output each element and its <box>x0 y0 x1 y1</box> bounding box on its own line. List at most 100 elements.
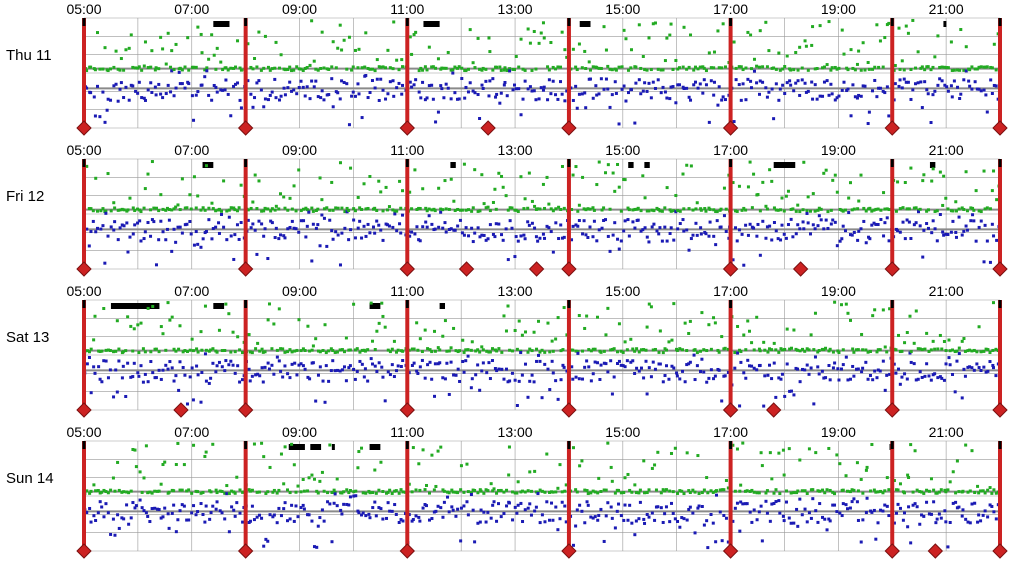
data-point-green <box>267 302 271 306</box>
data-point-green <box>554 490 558 494</box>
data-point-blue <box>238 511 242 515</box>
data-point-green <box>169 65 173 69</box>
data-point-blue <box>471 89 475 93</box>
data-point-green <box>532 29 536 33</box>
data-point-blue <box>190 94 194 98</box>
data-point-blue <box>279 369 283 373</box>
data-point-green <box>157 489 161 493</box>
marker-diamond <box>561 402 577 418</box>
data-point-blue <box>914 82 918 86</box>
data-point-green <box>548 350 552 354</box>
data-point-blue <box>954 500 958 504</box>
data-point-blue <box>768 363 772 367</box>
event-diamond <box>480 120 496 136</box>
data-point-green <box>620 65 624 69</box>
data-point-green <box>458 349 462 353</box>
data-point-green <box>445 349 449 353</box>
data-point-blue <box>118 87 122 91</box>
data-point-blue <box>105 108 109 112</box>
data-point-green <box>706 491 710 495</box>
data-point-blue <box>342 80 346 84</box>
data-point-blue <box>320 213 324 217</box>
data-point-green <box>848 181 852 185</box>
data-point-blue <box>804 90 808 94</box>
data-point-blue <box>456 507 460 511</box>
data-point-green <box>148 490 152 494</box>
data-point-green <box>249 65 253 69</box>
data-point-green <box>433 209 437 213</box>
data-point-blue <box>979 519 983 523</box>
data-point-green <box>680 489 684 493</box>
data-point-green <box>462 162 466 166</box>
data-point-blue <box>200 83 204 87</box>
data-point-green <box>358 350 362 354</box>
data-point-green <box>338 348 342 352</box>
data-point-blue <box>591 372 595 376</box>
data-point-green <box>391 208 395 212</box>
data-point-green <box>992 169 996 173</box>
data-point-green <box>499 68 503 72</box>
data-point-green <box>946 488 950 492</box>
data-point-blue <box>478 520 482 524</box>
data-point-green <box>425 209 429 213</box>
data-point-green <box>757 347 761 351</box>
data-point-green <box>479 489 483 493</box>
data-point-green <box>281 347 285 351</box>
data-point-green <box>260 441 264 445</box>
data-point-green <box>248 489 252 493</box>
data-point-blue <box>424 220 428 224</box>
data-point-green <box>277 307 281 311</box>
data-point-green <box>921 179 925 183</box>
data-point-blue <box>782 519 786 523</box>
data-point-blue <box>159 377 163 381</box>
data-point-green <box>325 206 329 210</box>
data-point-green <box>602 206 606 210</box>
data-point-green <box>163 460 167 464</box>
data-point-blue <box>476 93 480 97</box>
data-point-green <box>663 206 667 210</box>
data-point-green <box>305 66 309 70</box>
data-point-blue <box>153 85 157 89</box>
data-point-green <box>340 48 344 52</box>
data-point-blue <box>671 85 675 89</box>
data-point-green <box>931 339 935 343</box>
data-point-blue <box>813 355 817 359</box>
data-point-blue <box>992 234 996 238</box>
data-point-blue <box>876 521 880 525</box>
data-point-blue <box>957 505 961 509</box>
data-point-green <box>183 206 187 210</box>
data-point-green <box>907 207 911 211</box>
data-point-green <box>805 209 809 213</box>
data-point-green <box>301 68 305 72</box>
marker-diamond <box>722 261 739 277</box>
panel-label: Sun 14 <box>6 470 54 487</box>
data-point-green <box>630 490 634 494</box>
data-point-blue <box>327 379 331 383</box>
data-point-blue <box>767 90 771 94</box>
data-point-green <box>104 348 108 352</box>
data-point-blue <box>660 239 664 243</box>
data-point-green <box>682 207 686 211</box>
data-point-green <box>843 208 847 212</box>
data-point-blue <box>764 236 768 240</box>
data-point-green <box>303 349 307 353</box>
data-point-blue <box>131 84 135 88</box>
data-point-green <box>883 345 887 349</box>
data-point-green <box>796 348 800 352</box>
data-point-green <box>599 350 603 354</box>
marker-diamond <box>884 402 900 418</box>
data-point-green <box>410 207 414 211</box>
data-point-blue <box>345 502 349 506</box>
data-point-green <box>223 491 227 495</box>
data-point-blue <box>898 382 902 386</box>
data-point-blue <box>966 365 970 369</box>
data-point-green <box>294 490 298 494</box>
data-point-blue <box>687 507 691 511</box>
data-point-green <box>737 65 741 69</box>
data-point-green <box>930 179 934 183</box>
data-point-green <box>628 488 632 492</box>
data-point-blue <box>765 511 769 515</box>
data-point-green <box>396 348 400 352</box>
data-point-blue <box>915 505 919 509</box>
data-point-blue <box>292 88 296 92</box>
